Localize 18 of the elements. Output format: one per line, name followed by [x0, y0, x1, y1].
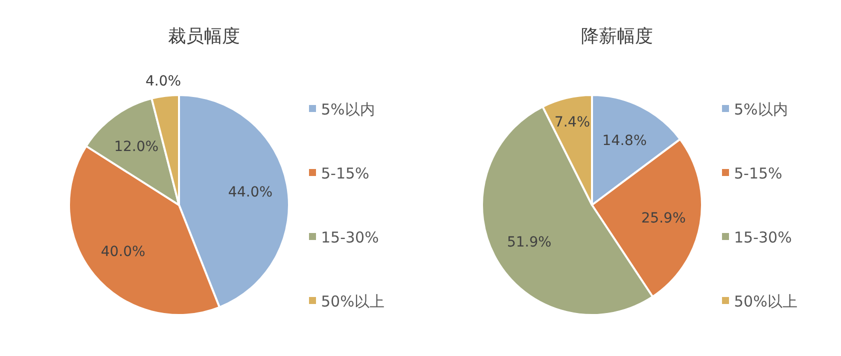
- data-label: 12.0%: [114, 139, 159, 156]
- legend-label: 5%以内: [321, 100, 375, 118]
- data-label: 40.0%: [100, 244, 146, 260]
- legend-label: 50%以上: [321, 292, 384, 310]
- data-label: 44.0%: [228, 184, 273, 200]
- legend-label: 15-30%: [321, 228, 379, 246]
- data-label: 25.9%: [641, 210, 686, 226]
- chart-title: 降薪幅度: [581, 26, 653, 47]
- legend-label: 50%以上: [734, 292, 798, 310]
- legend-label: 5-15%: [734, 164, 782, 182]
- data-label: 7.4%: [554, 114, 590, 130]
- legend-label: 15-30%: [734, 228, 792, 246]
- legend-label: 5%以内: [734, 100, 788, 118]
- data-label: 14.8%: [602, 133, 647, 150]
- data-label: 4.0%: [145, 73, 182, 90]
- data-label: 51.9%: [506, 234, 552, 250]
- legend-label: 5-15%: [321, 164, 370, 182]
- chart-title: 裁员幅度: [168, 26, 240, 47]
